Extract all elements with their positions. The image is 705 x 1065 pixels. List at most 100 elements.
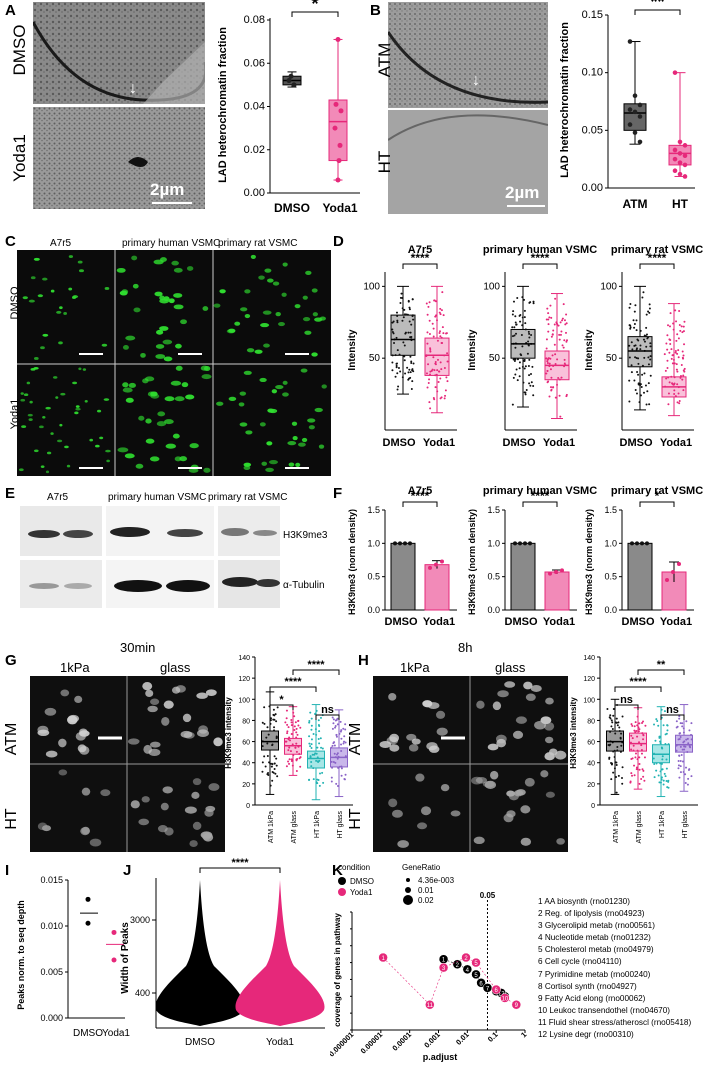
band-label-tubulin: α-Tubulin bbox=[283, 580, 325, 591]
c-nucleus bbox=[82, 368, 87, 371]
c-nucleus bbox=[26, 381, 31, 385]
c-nucleus bbox=[272, 281, 280, 286]
g-box-point bbox=[331, 744, 334, 747]
d-box-yoda1-point bbox=[672, 328, 675, 331]
g-box-point bbox=[266, 742, 269, 745]
f-x-label: DMSO bbox=[622, 616, 655, 628]
h-box-point bbox=[608, 756, 611, 759]
h-box-point bbox=[679, 732, 682, 735]
d-box-yoda1-point bbox=[682, 325, 685, 328]
h-box-point bbox=[675, 720, 678, 723]
d-box-dmso-point bbox=[528, 358, 531, 361]
h-box-point bbox=[660, 762, 663, 765]
d-box-dmso-point bbox=[401, 307, 404, 310]
d-box-yoda1-point bbox=[429, 348, 432, 351]
g-box-point bbox=[285, 717, 288, 720]
c-nucleus bbox=[68, 255, 74, 258]
f-sig-label: **** bbox=[411, 489, 430, 503]
d-box-dmso-point bbox=[629, 326, 632, 329]
c-nucleus bbox=[173, 304, 184, 310]
d-box-dmso-point bbox=[644, 384, 647, 387]
h-box-point bbox=[666, 786, 669, 789]
g-box-point bbox=[315, 752, 318, 755]
h-nucleus bbox=[436, 710, 446, 719]
c-nucleus bbox=[78, 367, 82, 371]
d-box-dmso-point bbox=[630, 371, 633, 374]
h-box-point bbox=[661, 768, 664, 771]
c-nucleus bbox=[159, 298, 170, 304]
d-box-dmso-point bbox=[511, 335, 514, 338]
h-box-point bbox=[653, 763, 656, 766]
d-box-dmso-point bbox=[527, 340, 530, 343]
d-box-yoda1-point bbox=[665, 377, 668, 380]
g-box-point bbox=[275, 720, 278, 723]
c-nucleus bbox=[301, 437, 308, 443]
h-box-point bbox=[676, 725, 679, 728]
col-label-g-glass: glass bbox=[160, 660, 191, 675]
g-y-tick-label: 140 bbox=[238, 655, 250, 662]
d-box-dmso-point bbox=[399, 296, 402, 299]
f-bar-dmso bbox=[510, 542, 536, 611]
g-box-point bbox=[316, 746, 319, 749]
d-box-dmso-point bbox=[396, 362, 399, 365]
c-nucleus bbox=[34, 357, 39, 360]
h-box-point bbox=[635, 768, 638, 771]
g-box-point bbox=[275, 764, 278, 767]
h-box-point bbox=[685, 720, 688, 723]
c-nucleus bbox=[240, 307, 248, 312]
h-sig-label: **** bbox=[629, 676, 647, 688]
h-box-point bbox=[679, 735, 682, 738]
pathway-item: 8 Cortisol synth (rno04927) bbox=[538, 981, 637, 991]
h-box-point bbox=[633, 729, 636, 732]
d-box-dmso-point bbox=[395, 311, 398, 314]
c-nucleus bbox=[281, 292, 287, 297]
c-nucleus bbox=[138, 415, 145, 421]
f-bar-dmso bbox=[627, 542, 653, 611]
d-box-yoda1-point bbox=[426, 331, 429, 334]
d-box-dmso-point bbox=[412, 362, 415, 365]
g-box-point bbox=[344, 723, 347, 726]
d-box-dmso-point bbox=[523, 367, 526, 370]
d-box-dmso-point bbox=[403, 355, 406, 358]
d-box-yoda1-point bbox=[675, 320, 678, 323]
h-box-point bbox=[682, 770, 685, 773]
d-box-dmso-point bbox=[409, 331, 412, 334]
k-point-label: 7 bbox=[486, 986, 490, 992]
d-box-dmso-point bbox=[392, 320, 395, 323]
h-box-point bbox=[633, 774, 636, 777]
h-box-point bbox=[610, 719, 613, 722]
d-box-yoda1-point bbox=[675, 363, 678, 366]
c-nucleus bbox=[203, 467, 211, 473]
c-nucleus bbox=[239, 391, 247, 396]
d-box-dmso-point bbox=[521, 296, 524, 299]
h-nucleus bbox=[544, 752, 555, 761]
g-box-point bbox=[308, 742, 311, 745]
d-box-yoda1-point bbox=[672, 358, 675, 361]
d-box-yoda1-point bbox=[547, 312, 550, 315]
d-sig-label: **** bbox=[531, 251, 550, 265]
g-box-point bbox=[274, 713, 277, 716]
g-box-point bbox=[310, 765, 313, 768]
a-x-label: DMSO bbox=[274, 201, 310, 215]
a-point bbox=[338, 108, 344, 114]
g-box-point bbox=[272, 708, 275, 711]
g-box-point bbox=[340, 750, 343, 753]
c-nucleus bbox=[300, 368, 308, 373]
k-x-tick-label: 0.0001 bbox=[390, 1030, 413, 1053]
h-x-label: HT 1kPa bbox=[659, 811, 666, 838]
a-point bbox=[335, 177, 341, 183]
d-x-label: Yoda1 bbox=[660, 437, 692, 449]
d-y-tick-label: 100 bbox=[600, 281, 617, 292]
d-box-dmso-point bbox=[628, 379, 631, 382]
j-tick-label: 3000 bbox=[130, 915, 150, 925]
d-box-dmso-point bbox=[647, 356, 650, 359]
g-box-point bbox=[344, 755, 347, 758]
b-sig-label: ** bbox=[650, 0, 664, 12]
g-box-point bbox=[267, 774, 270, 777]
g-box-point bbox=[295, 770, 298, 773]
c-nucleus bbox=[95, 444, 100, 448]
d-box-dmso-point bbox=[638, 401, 641, 404]
g-box-point bbox=[261, 761, 264, 764]
b-point bbox=[682, 143, 688, 148]
d-sig-bracket bbox=[639, 263, 675, 269]
